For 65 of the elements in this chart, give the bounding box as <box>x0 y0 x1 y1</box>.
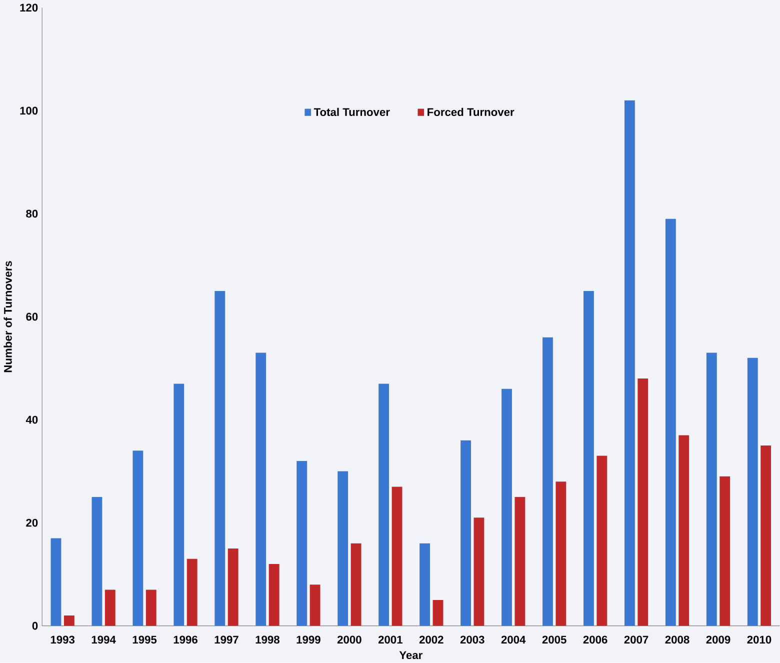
x-tick-label: 2003 <box>460 636 484 644</box>
x-tick-label: 1995 <box>132 636 157 644</box>
bar <box>720 476 730 626</box>
bar <box>64 616 74 626</box>
bar <box>378 384 390 626</box>
bar <box>310 584 320 626</box>
bar <box>514 497 526 626</box>
x-tick-label: 2002 <box>419 636 444 644</box>
bar <box>502 388 512 626</box>
y-tick-label: 60 <box>26 312 38 321</box>
x-tick-label: 2007 <box>624 636 648 644</box>
bar <box>460 440 471 626</box>
bar <box>350 544 362 626</box>
bar <box>420 544 430 626</box>
bar <box>596 456 608 626</box>
bar <box>214 291 226 626</box>
y-axis-title: Number of Turnovers <box>4 261 12 372</box>
x-tick-label: 1999 <box>296 636 320 644</box>
x-tick-label: 2008 <box>665 636 690 644</box>
legend-label: Forced Turnover <box>428 108 514 116</box>
bar <box>392 486 402 626</box>
bar <box>268 564 280 626</box>
bar <box>556 482 566 626</box>
y-tick-label: 20 <box>26 518 38 527</box>
bar <box>104 590 116 626</box>
x-tick-label: 1993 <box>50 636 75 644</box>
x-tick-label: 1997 <box>214 636 238 644</box>
y-tick-label: 100 <box>20 106 38 115</box>
x-tick-label: 1998 <box>256 636 280 644</box>
bar <box>146 590 156 626</box>
x-tick-label: 2004 <box>501 636 526 644</box>
bar <box>296 461 308 626</box>
x-tick-label: 2001 <box>378 636 402 644</box>
bar <box>174 384 184 626</box>
bar <box>760 446 772 626</box>
bar <box>186 558 198 626</box>
bar <box>474 518 484 626</box>
bar <box>432 600 444 626</box>
bar <box>665 218 676 626</box>
x-tick-label: 2009 <box>706 636 730 644</box>
x-tick-label: 2006 <box>583 636 608 644</box>
x-axis-title: Year <box>399 651 422 660</box>
bar <box>678 435 690 626</box>
bar <box>542 337 553 626</box>
y-tick-label: 120 <box>20 4 38 12</box>
bar <box>50 538 62 626</box>
bar <box>706 352 717 626</box>
y-tick-label: 0 <box>32 622 38 630</box>
y-tick-label: 80 <box>26 210 38 218</box>
x-tick-label: 2005 <box>542 636 566 644</box>
bar <box>638 378 648 626</box>
legend-label: Total Turnover <box>314 108 390 116</box>
x-tick-label: 2000 <box>337 636 362 644</box>
bar <box>624 100 635 626</box>
bar <box>338 471 348 626</box>
y-tick-label: 40 <box>26 416 38 424</box>
bar <box>228 548 238 626</box>
x-tick-label: 2010 <box>747 636 772 644</box>
bar <box>256 352 266 626</box>
x-tick-label: 1994 <box>92 636 116 644</box>
bar <box>92 497 102 626</box>
bar <box>747 358 758 626</box>
x-tick-label: 1996 <box>174 636 198 644</box>
bar <box>584 291 594 626</box>
bar <box>132 450 144 626</box>
